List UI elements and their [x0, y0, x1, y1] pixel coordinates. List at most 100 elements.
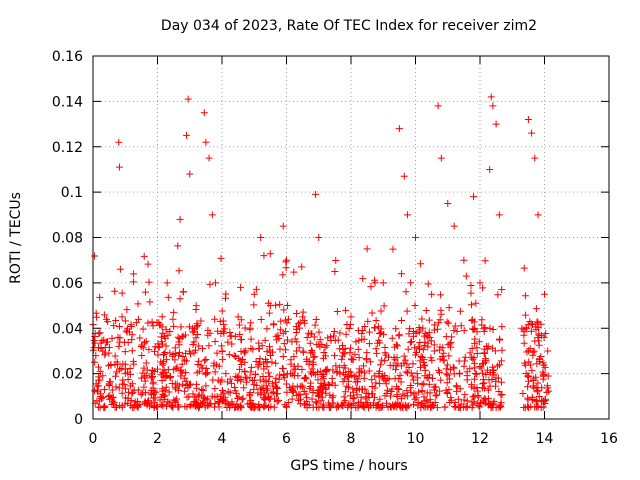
x-tick-label: 16	[600, 431, 618, 447]
data-point	[115, 138, 123, 146]
data-point	[354, 345, 362, 353]
data-point	[468, 404, 476, 412]
data-point	[338, 401, 346, 409]
data-point	[118, 402, 126, 410]
data-point	[529, 382, 537, 390]
data-point	[397, 378, 405, 386]
data-point	[368, 382, 376, 390]
data-point	[162, 326, 170, 334]
data-point	[185, 323, 193, 331]
data-point	[347, 321, 355, 329]
data-point	[496, 335, 504, 343]
data-point	[200, 398, 208, 406]
data-point	[360, 335, 368, 343]
data-point	[457, 322, 465, 330]
data-point	[105, 362, 113, 370]
data-point	[463, 397, 471, 405]
data-point	[211, 338, 219, 346]
data-point	[160, 357, 168, 365]
data-point	[443, 390, 451, 397]
data-point	[376, 395, 384, 403]
data-point	[121, 317, 129, 325]
data-point	[429, 402, 437, 410]
data-point	[391, 402, 399, 410]
data-point	[376, 380, 384, 388]
data-point	[181, 387, 189, 395]
data-point	[434, 102, 442, 110]
data-point	[257, 315, 265, 323]
data-point	[113, 368, 121, 376]
data-point	[260, 403, 268, 411]
data-point	[480, 327, 488, 335]
data-point	[196, 399, 204, 407]
data-point	[280, 340, 288, 348]
data-point	[332, 256, 340, 264]
data-point	[140, 252, 148, 260]
data-point	[352, 372, 360, 380]
data-point	[149, 394, 157, 402]
data-point	[143, 366, 151, 374]
data-point	[450, 326, 458, 334]
data-point	[407, 279, 415, 287]
data-point	[377, 307, 385, 315]
data-point	[266, 302, 274, 310]
data-point	[246, 389, 254, 397]
data-point	[281, 327, 289, 335]
data-point	[498, 286, 506, 294]
data-point	[152, 388, 160, 396]
data-point	[175, 267, 183, 275]
data-point	[271, 378, 279, 386]
data-point	[328, 394, 336, 402]
data-point	[95, 376, 103, 384]
data-point	[346, 349, 354, 357]
data-point	[468, 380, 476, 388]
data-point	[411, 301, 419, 309]
data-point	[298, 365, 306, 373]
data-point	[108, 334, 116, 342]
data-point	[194, 361, 202, 369]
data-point	[118, 313, 126, 321]
data-point	[543, 382, 551, 390]
data-point	[402, 288, 410, 296]
data-point	[221, 393, 229, 401]
data-point	[391, 343, 399, 351]
data-point	[319, 375, 327, 383]
y-tick-label: 0	[74, 412, 83, 428]
data-point	[480, 349, 488, 357]
data-point	[185, 393, 193, 401]
y-tick-label: 0.08	[52, 231, 83, 247]
data-point	[419, 346, 427, 354]
data-point	[104, 392, 112, 400]
data-point	[313, 399, 321, 407]
data-point	[357, 393, 365, 401]
data-point	[401, 356, 409, 364]
data-point	[442, 365, 450, 373]
data-point	[139, 325, 147, 333]
data-point	[441, 403, 449, 411]
data-point	[149, 380, 157, 388]
data-point	[336, 329, 344, 337]
data-point	[288, 395, 296, 403]
data-point	[333, 307, 341, 315]
data-point	[263, 385, 271, 393]
data-point	[438, 352, 446, 360]
data-point	[127, 396, 135, 404]
data-point	[151, 343, 159, 351]
data-point	[358, 330, 366, 338]
data-point	[528, 321, 536, 329]
data-point	[169, 352, 177, 360]
data-point	[228, 400, 236, 408]
data-point	[392, 366, 400, 374]
data-point	[201, 357, 209, 365]
data-point	[371, 324, 379, 332]
data-point	[541, 363, 549, 371]
data-point	[520, 339, 528, 347]
data-point	[479, 369, 487, 377]
data-point	[208, 211, 216, 219]
data-point	[423, 397, 431, 405]
data-point	[486, 382, 494, 390]
data-point	[208, 392, 216, 400]
data-point	[372, 379, 380, 387]
data-point	[280, 374, 288, 382]
data-point	[471, 392, 479, 400]
